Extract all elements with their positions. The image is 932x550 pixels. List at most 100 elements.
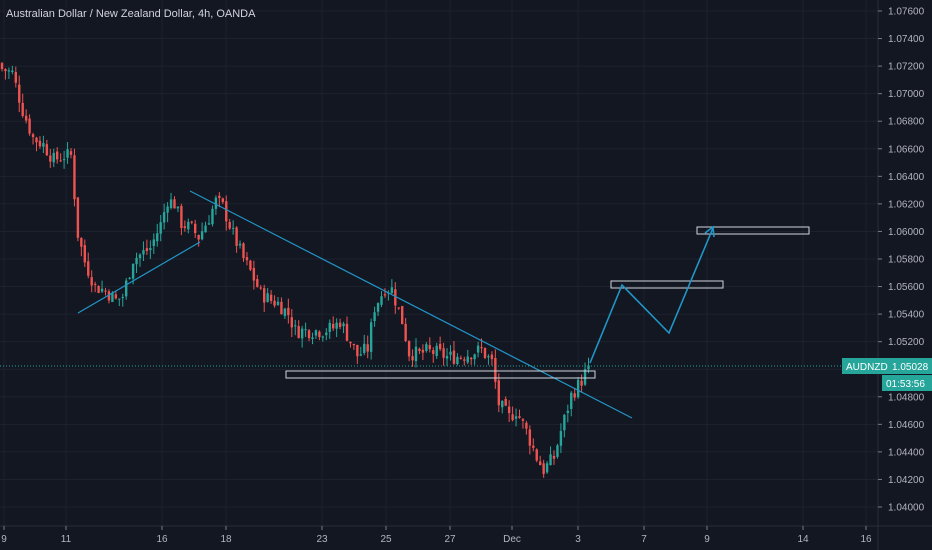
- candle-up: [583, 369, 587, 385]
- candle-up: [42, 143, 45, 147]
- candle-up: [514, 416, 518, 419]
- drawings[interactable]: [77, 190, 810, 419]
- price-tick-label: 1.07000: [888, 89, 925, 100]
- candle-up: [169, 199, 173, 208]
- candle-down: [452, 350, 456, 364]
- candle-down: [87, 261, 90, 276]
- candle-down: [183, 226, 187, 228]
- candle-down: [249, 260, 252, 270]
- candle-up: [369, 322, 373, 352]
- candle-up: [142, 250, 145, 255]
- price-tick-label: 1.05800: [888, 255, 925, 266]
- candle-down: [252, 267, 256, 281]
- candle-down: [21, 102, 24, 116]
- resistance-trendline: [189, 190, 633, 419]
- candle-down: [349, 341, 352, 344]
- candle-down: [194, 223, 197, 234]
- price-tick-label: 1.06400: [888, 172, 925, 183]
- candle-up: [138, 254, 142, 259]
- candle-up: [314, 330, 318, 336]
- time-tick-label: 3: [575, 534, 581, 545]
- candle-up: [325, 332, 328, 336]
- candle-up: [238, 243, 242, 246]
- price-tag: [842, 358, 932, 374]
- time-tick-label: 16: [860, 534, 872, 545]
- candle-down: [197, 235, 200, 240]
- time-axis[interactable]: 9 11 16 18 23 25 27 Dec 3 7 9 14 16: [1, 526, 872, 545]
- price-tick-label: 1.07200: [888, 62, 925, 73]
- candle-down: [107, 291, 111, 301]
- candle-down: [49, 155, 52, 162]
- candle-down: [256, 279, 259, 287]
- candle-down: [263, 288, 266, 303]
- candle-down: [352, 343, 356, 346]
- candle-down: [442, 348, 445, 358]
- candle-up: [135, 257, 138, 265]
- candle-down: [225, 201, 228, 222]
- candle-down: [528, 429, 532, 446]
- candle-up: [11, 70, 14, 73]
- candle-up: [187, 221, 190, 230]
- time-tick-label: 9: [704, 534, 710, 545]
- candle-down: [145, 248, 149, 251]
- candle-up: [7, 70, 11, 72]
- candle-up: [111, 292, 114, 303]
- candle-down: [345, 323, 349, 341]
- time-tick-label: 11: [61, 534, 72, 545]
- candle-down: [366, 344, 369, 352]
- candle-down: [428, 345, 431, 350]
- candle-down: [383, 294, 387, 296]
- candle-up: [501, 400, 504, 408]
- candle-down: [97, 286, 100, 293]
- price-tick-label: 1.04200: [888, 475, 925, 486]
- candle-down: [404, 323, 407, 341]
- candle-up: [587, 365, 590, 370]
- candle-up: [204, 225, 207, 233]
- price-tick-label: 1.04800: [888, 392, 925, 403]
- time-tick-label: 27: [444, 534, 456, 545]
- time-tick-label: 7: [641, 534, 647, 545]
- price-tick-label: 1.05200: [888, 337, 925, 348]
- candle-down: [418, 348, 421, 351]
- candle-up: [414, 346, 418, 362]
- time-tick-label: 23: [316, 534, 328, 545]
- support-trendline: [77, 241, 201, 314]
- candle-up: [266, 293, 269, 303]
- candles: [0, 61, 590, 478]
- candle-down: [28, 118, 31, 134]
- candle-down: [432, 350, 435, 354]
- candle-down: [297, 326, 300, 338]
- candle-down: [76, 197, 80, 238]
- candle-down: [18, 84, 21, 103]
- candle-up: [570, 392, 573, 409]
- price-tick-label: 1.06000: [888, 227, 925, 238]
- candle-down: [573, 393, 576, 398]
- candle-down: [59, 160, 62, 162]
- breakout-zone: [285, 370, 596, 379]
- candle-down: [4, 68, 7, 72]
- candle-down: [56, 151, 59, 160]
- candle-down: [0, 63, 4, 70]
- candle-up: [214, 197, 218, 209]
- candle-down: [90, 277, 93, 286]
- candle-down: [45, 144, 49, 156]
- candle-down: [31, 134, 35, 138]
- candle-down: [235, 227, 238, 246]
- candle-up: [456, 356, 459, 364]
- candle-up: [300, 328, 304, 339]
- candle-up: [52, 152, 55, 163]
- candle-up: [445, 355, 449, 359]
- candle-down: [497, 380, 500, 406]
- candle-down: [80, 237, 83, 247]
- candle-down: [535, 449, 538, 461]
- candle-up: [380, 296, 383, 305]
- candle-up: [294, 325, 297, 327]
- time-tick-label: Dec: [503, 534, 521, 545]
- candle-down: [228, 221, 231, 229]
- time-tick-label: 14: [797, 534, 809, 545]
- candle-up: [576, 379, 580, 398]
- candle-up: [321, 336, 325, 338]
- candle-up: [311, 337, 314, 340]
